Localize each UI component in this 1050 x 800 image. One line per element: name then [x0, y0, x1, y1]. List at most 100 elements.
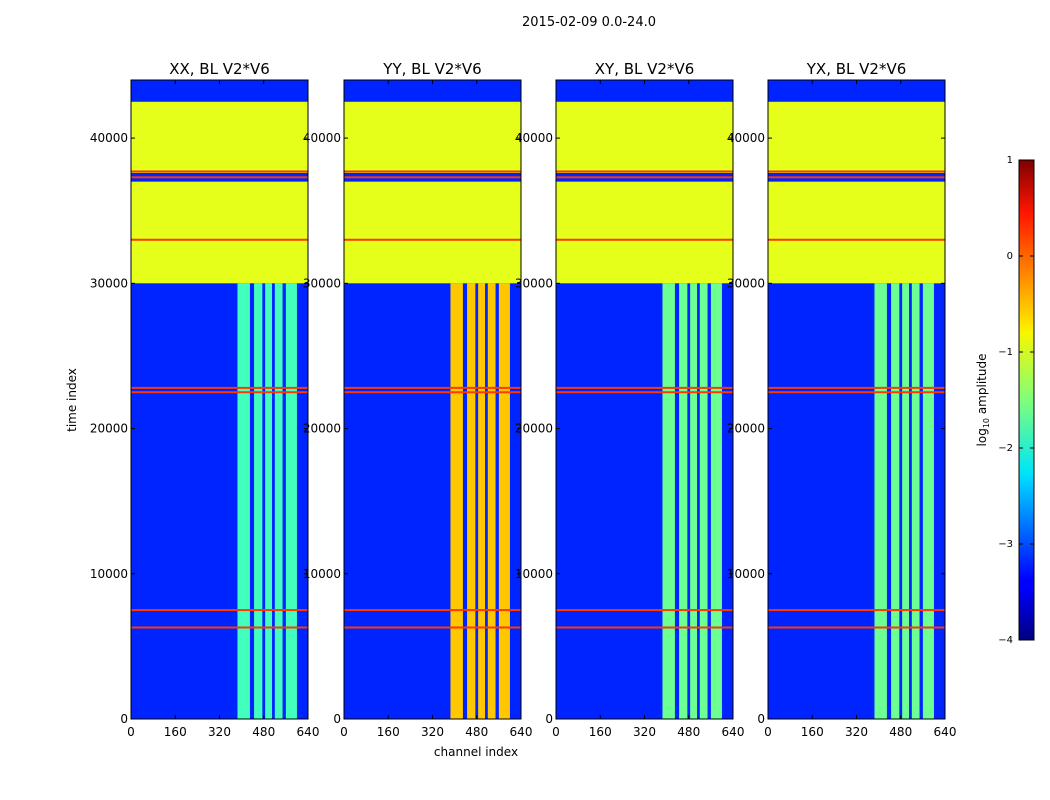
x-tick-label: 320: [845, 725, 868, 739]
colorbar-tick-label: −4: [998, 635, 1013, 646]
heatmap-panel-yx: YX, BL V2*V6 0 160 320 480 640 0 10000 20000 3000…: [727, 60, 957, 739]
hot-row: [768, 238, 945, 241]
colorbar-tick-label: −2: [998, 443, 1013, 454]
colorbar-tick-label: 0: [1007, 251, 1013, 262]
x-tick-label: 640: [934, 725, 957, 739]
hot-row: [556, 626, 733, 629]
x-tick-label: 0: [552, 725, 560, 739]
heatmap-image: [131, 80, 308, 719]
x-tick-label: 0: [764, 725, 772, 739]
x-tick-label: 0: [127, 725, 135, 739]
colorbar-gradient: [1018, 159, 1035, 641]
hot-row: [768, 170, 945, 173]
rfi-band: [874, 283, 887, 719]
rfi-band: [274, 283, 283, 719]
x-tick-label: 160: [801, 725, 824, 739]
y-tick-label: 10000: [515, 567, 553, 581]
hot-row: [556, 386, 733, 389]
hot-row: [131, 609, 308, 612]
x-tick-label: 480: [677, 725, 700, 739]
y-tick-label: 0: [545, 712, 553, 726]
y-tick-label: 10000: [90, 567, 128, 581]
y-tick-label: 30000: [515, 276, 553, 290]
heatmap-panels: XX, BL V2*V6 0 160 320 480 640 0 10000 20000 3000…: [90, 60, 957, 739]
rfi-band: [679, 283, 688, 719]
rfi-band: [911, 283, 920, 719]
rfi-band: [710, 283, 722, 719]
colorbar: 1 0 −1 −2 −3 −4 log10 amplitude: [975, 155, 1035, 646]
hot-row: [344, 626, 521, 629]
x-axis-label: channel index: [434, 745, 518, 759]
x-tick-label: 320: [633, 725, 656, 739]
panel-title: YY, BL V2*V6: [382, 60, 481, 78]
flagged-block: [556, 101, 733, 173]
hot-row: [556, 170, 733, 173]
hot-row: [768, 176, 945, 179]
y-tick-label: 0: [333, 712, 341, 726]
x-tick-label: 640: [297, 725, 320, 739]
y-tick-label: 40000: [90, 131, 128, 145]
rfi-band: [662, 283, 675, 719]
y-tick-label: 10000: [303, 567, 341, 581]
panel-title: XX, BL V2*V6: [169, 60, 270, 78]
hot-row: [344, 170, 521, 173]
rfi-band: [902, 283, 910, 719]
rfi-band: [690, 283, 698, 719]
hot-row: [344, 386, 521, 389]
figure-title: 2015-02-09 0.0-24.0: [522, 15, 656, 30]
panel-title: YX, BL V2*V6: [806, 60, 907, 78]
y-tick-label: 30000: [90, 276, 128, 290]
hot-row: [131, 170, 308, 173]
hot-row: [344, 609, 521, 612]
hot-row: [556, 238, 733, 241]
colorbar-tick-label: −3: [998, 539, 1013, 550]
colorbar-tick-label: −1: [998, 347, 1013, 358]
hot-row: [768, 386, 945, 389]
rfi-band: [891, 283, 900, 719]
colorbar-label: log10 amplitude: [975, 354, 991, 447]
y-tick-label: 20000: [515, 422, 553, 436]
x-tick-label: 640: [510, 725, 533, 739]
hot-row: [768, 609, 945, 612]
flagged-block: [344, 101, 521, 173]
hot-row: [768, 391, 945, 394]
panel-title: XY, BL V2*V6: [595, 60, 695, 78]
hot-row: [344, 176, 521, 179]
rfi-band: [467, 283, 476, 719]
heatmap-image: [556, 80, 733, 719]
y-tick-label: 10000: [727, 567, 765, 581]
x-tick-label: 320: [421, 725, 444, 739]
heatmap-panel-yy: YY, BL V2*V6 0 160 320 480 640 0 10000 20000 3000…: [303, 60, 533, 739]
heatmap-panel-xy: XY, BL V2*V6 0 160 320 480 640 0 10000 20000 3000…: [515, 60, 745, 739]
y-tick-label: 20000: [727, 422, 765, 436]
x-tick-label: 480: [465, 725, 488, 739]
rfi-band: [699, 283, 708, 719]
x-tick-label: 480: [252, 725, 275, 739]
y-tick-label: 30000: [303, 276, 341, 290]
flagged-block: [131, 101, 308, 173]
rfi-band: [237, 283, 250, 719]
rfi-band: [498, 283, 510, 719]
y-tick-label: 40000: [515, 131, 553, 145]
x-tick-label: 160: [589, 725, 612, 739]
y-tick-label: 0: [120, 712, 128, 726]
hot-row: [344, 238, 521, 241]
x-tick-label: 320: [208, 725, 231, 739]
flagged-block: [131, 181, 308, 284]
heatmap-image: [768, 80, 945, 719]
x-tick-label: 640: [722, 725, 745, 739]
y-tick-label: 40000: [727, 131, 765, 145]
x-tick-label: 0: [340, 725, 348, 739]
hot-row: [556, 176, 733, 179]
rfi-band: [285, 283, 297, 719]
y-tick-label: 30000: [727, 276, 765, 290]
colorbar-tick-label: 1: [1007, 155, 1013, 166]
hot-row: [344, 391, 521, 394]
y-tick-label: 20000: [303, 422, 341, 436]
x-tick-label: 160: [377, 725, 400, 739]
x-tick-label: 160: [164, 725, 187, 739]
x-tick-label: 480: [889, 725, 912, 739]
rfi-band: [922, 283, 934, 719]
y-tick-label: 0: [757, 712, 765, 726]
